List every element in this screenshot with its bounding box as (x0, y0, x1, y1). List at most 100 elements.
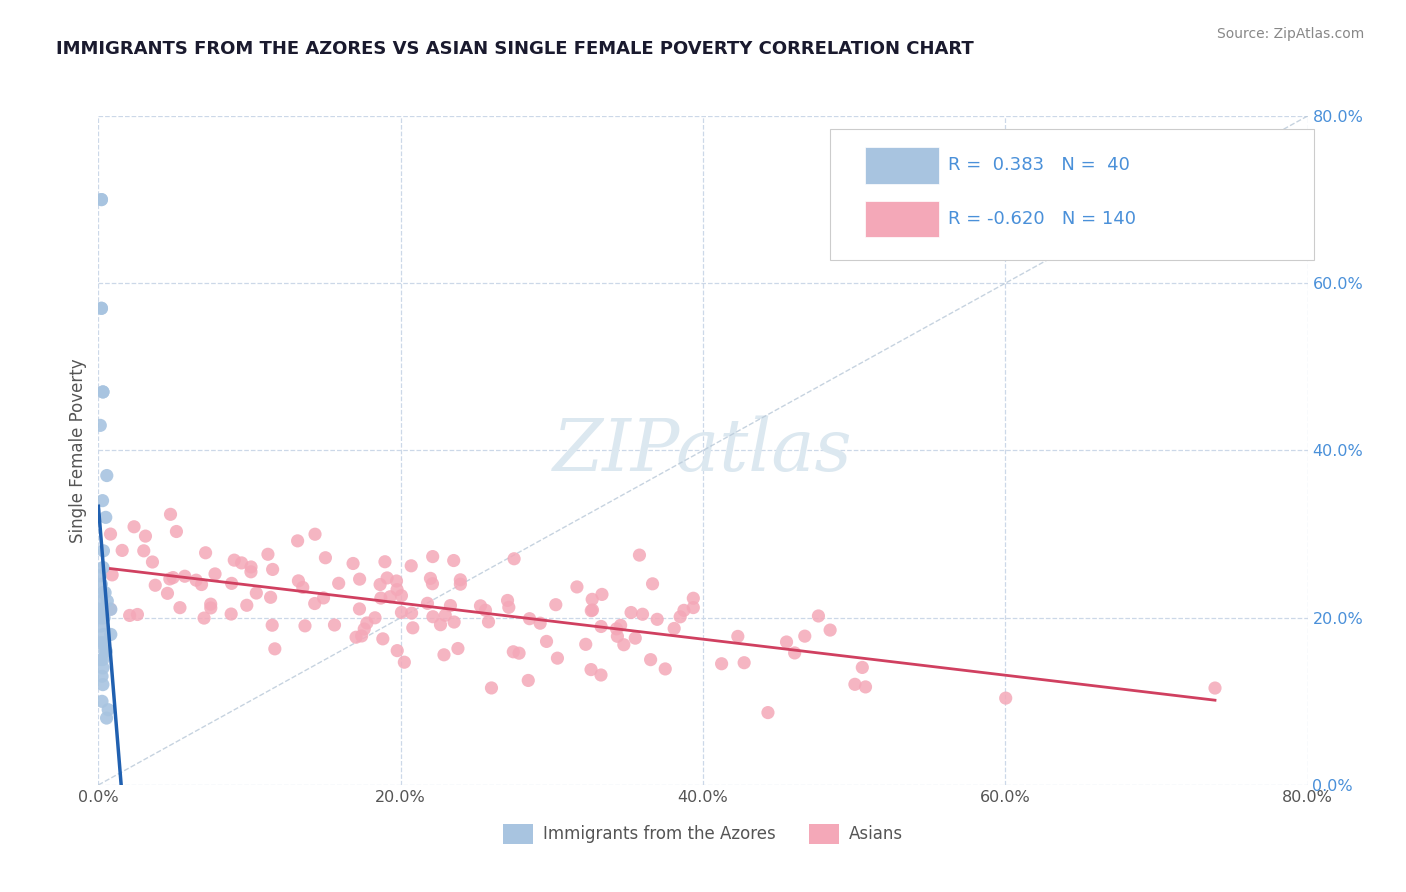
Point (90, 652, 112, 666)
Point (342, 557, 364, 571)
Point (399, 558, 422, 573)
Point (90, 301, 112, 316)
Point (91, 678, 114, 692)
Text: R =  0.383   N =  40: R = 0.383 N = 40 (949, 156, 1130, 175)
Point (204, 566, 226, 581)
Point (236, 599, 259, 613)
Point (855, 680, 877, 694)
Point (96, 594, 118, 608)
Point (122, 520, 145, 534)
Point (422, 609, 444, 624)
Point (100, 602, 122, 616)
Point (374, 555, 396, 569)
Point (378, 590, 401, 604)
Point (91, 594, 114, 608)
Point (91, 384, 114, 399)
Point (783, 646, 806, 660)
Point (89, 602, 111, 616)
Point (387, 643, 409, 657)
Point (353, 622, 375, 636)
Point (589, 668, 612, 682)
Point (624, 631, 647, 645)
Point (807, 609, 830, 624)
Point (94, 644, 117, 658)
FancyBboxPatch shape (865, 147, 939, 184)
Point (727, 629, 749, 643)
Point (385, 574, 408, 588)
Point (263, 641, 285, 656)
Point (91, 611, 114, 625)
Point (132, 543, 155, 558)
Legend: Immigrants from the Azores, Asians: Immigrants from the Azores, Asians (496, 818, 910, 850)
Point (94, 585, 117, 599)
Point (190, 577, 212, 591)
Point (609, 618, 631, 632)
Point (519, 612, 541, 626)
Point (287, 533, 309, 548)
Point (449, 577, 471, 591)
Point (184, 573, 207, 587)
Point (194, 546, 217, 560)
Point (434, 608, 457, 623)
Point (654, 662, 676, 676)
Point (100, 602, 122, 616)
Point (391, 589, 413, 603)
Point (91, 652, 114, 666)
Point (503, 551, 526, 566)
Point (90, 602, 112, 616)
Y-axis label: Single Female Poverty: Single Female Poverty (69, 359, 87, 542)
Point (91, 560, 114, 574)
Point (775, 635, 797, 649)
Point (844, 677, 866, 691)
Point (422, 549, 444, 564)
Point (481, 681, 503, 695)
Point (328, 576, 350, 591)
Point (90, 619, 112, 633)
Point (245, 586, 267, 600)
Point (443, 553, 465, 567)
Point (127, 607, 149, 622)
Point (314, 550, 336, 565)
Point (89, 611, 111, 625)
Point (449, 573, 471, 587)
Point (433, 648, 456, 662)
Point (682, 591, 704, 606)
Point (370, 591, 392, 605)
Point (91, 669, 114, 683)
Point (565, 580, 588, 594)
Point (496, 593, 519, 607)
Point (416, 596, 439, 610)
Point (221, 576, 243, 591)
Point (111, 543, 134, 558)
Point (159, 572, 181, 586)
Point (581, 603, 603, 617)
Point (91, 585, 114, 599)
Point (474, 603, 496, 617)
Text: ZIPatlas: ZIPatlas (553, 415, 853, 486)
Point (368, 577, 391, 591)
Point (101, 567, 124, 582)
Point (546, 651, 568, 665)
Point (994, 691, 1017, 706)
Point (544, 598, 567, 612)
Point (97, 703, 120, 717)
Point (613, 638, 636, 652)
Point (231, 556, 253, 570)
Point (606, 622, 628, 636)
Point (591, 619, 613, 633)
Point (419, 571, 441, 585)
Point (672, 603, 695, 617)
Point (375, 571, 398, 585)
Point (669, 610, 692, 624)
Point (96, 468, 118, 483)
Point (91, 636, 114, 650)
Point (287, 574, 309, 588)
FancyBboxPatch shape (830, 129, 1313, 260)
Point (508, 646, 530, 660)
Point (89, 418, 111, 433)
Point (134, 529, 156, 543)
Point (90, 193, 112, 207)
Point (756, 706, 779, 720)
Point (620, 606, 643, 620)
Point (447, 641, 470, 656)
